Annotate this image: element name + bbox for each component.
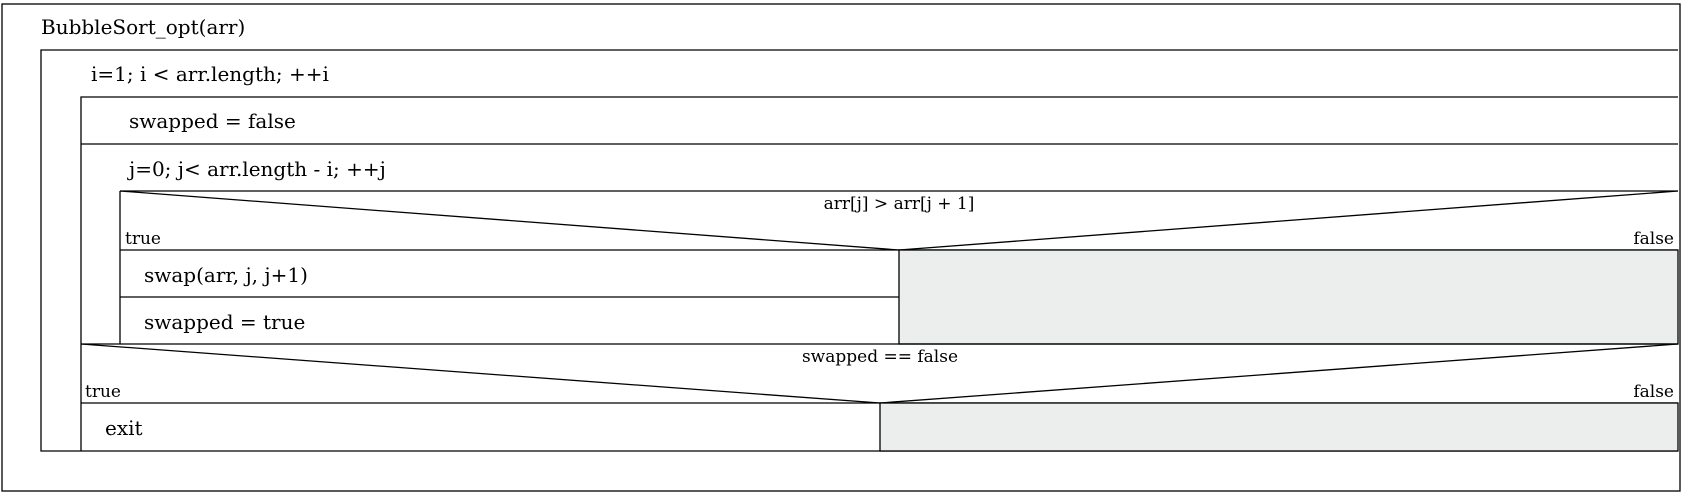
init-statement: swapped = false	[129, 109, 296, 133]
cond1-diagonal-left	[119, 190, 900, 251]
cond2-true-label: true	[85, 382, 121, 402]
cond1-true-label: true	[125, 229, 161, 249]
cond2-diagonal-right	[879, 343, 1679, 404]
cond2-diagonal-left	[80, 343, 881, 404]
outer-loop-block	[40, 49, 1678, 452]
outer-loop-header: i=1; i < arr.length; ++i	[91, 62, 329, 86]
inner-loop-header: j=0; j< arr.length - i; ++j	[127, 157, 386, 181]
cond1-false-label: false	[1633, 229, 1674, 249]
exit-statement: exit	[105, 416, 143, 440]
cond2-text: swapped == false	[802, 347, 958, 367]
cond1-text: arr[j] > arr[j + 1]	[824, 194, 975, 214]
outer-frame	[1, 3, 1681, 492]
set-swapped-true-statement: swapped = true	[144, 310, 305, 334]
swap-statement: swap(arr, j, j+1)	[144, 263, 308, 287]
loop-body-block	[80, 96, 1678, 451]
function-title: BubbleSort_opt(arr)	[41, 15, 245, 39]
cond1-diagonal-right	[898, 190, 1679, 251]
cond2-false-label: false	[1633, 382, 1674, 402]
cond1-false-branch-empty	[898, 249, 1679, 345]
cond2-false-branch-empty	[879, 402, 1679, 452]
